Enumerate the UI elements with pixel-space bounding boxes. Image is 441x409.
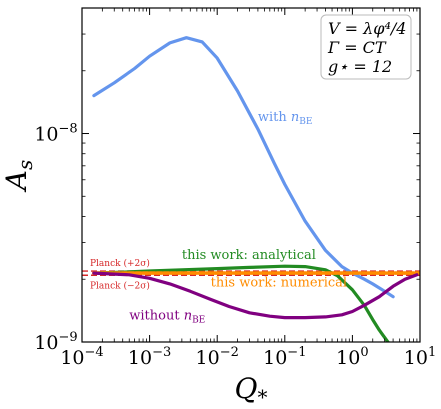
series-annotation-3: without nBE xyxy=(129,309,205,326)
x-tick-label: 10−3 xyxy=(128,345,171,369)
series-annotation-0: with nBE xyxy=(258,110,313,127)
legend-line-potential: V = λφ⁴/4 xyxy=(328,19,406,38)
tick-layer: 10−4 10−3 10−2 10−1 100 101 10−9 10−8 xyxy=(34,8,436,369)
x-tick-label: 10−1 xyxy=(263,345,306,369)
y-tick-label: 10−8 xyxy=(34,122,77,146)
plot-frame xyxy=(81,7,421,343)
reference-line-label: Planck (−2σ) xyxy=(90,280,150,291)
y-axis-label: As xyxy=(0,160,37,194)
x-tick-label: 101 xyxy=(404,345,436,369)
series-annotation-2: this work: numerical xyxy=(211,275,347,290)
y-tick-label: 10−9 xyxy=(34,330,77,354)
x-tick-label: 100 xyxy=(336,345,368,369)
x-tick-label: 10−4 xyxy=(60,345,103,369)
annotation-layer: with nBE this work: analytical this work: … xyxy=(90,110,347,326)
legend-line-gamma: Γ = CT xyxy=(327,38,387,57)
parameter-legend-box: V = λφ⁴/4 Γ = CT g⋆ = 12 xyxy=(320,14,412,80)
series-line-1 xyxy=(92,264,390,342)
x-axis-label: Q* xyxy=(235,372,268,409)
series-line-3 xyxy=(92,271,419,320)
series-annotation-1: this work: analytical xyxy=(182,248,316,263)
x-tick-label: 10−2 xyxy=(196,345,239,369)
legend-frame xyxy=(320,14,412,80)
series-line-0 xyxy=(92,36,395,299)
reference-line-label: Planck (+2σ) xyxy=(90,258,150,269)
series-layer xyxy=(82,36,420,342)
legend-line-gstar: g⋆ = 12 xyxy=(328,57,392,76)
